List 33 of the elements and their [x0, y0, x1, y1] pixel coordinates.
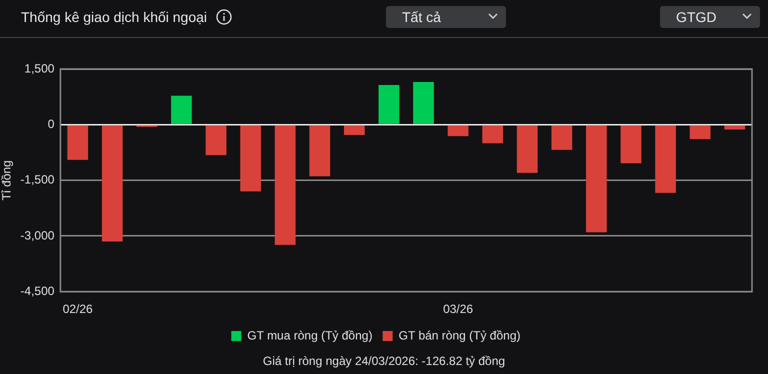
text: Giá trị ròng ngày 24/03/2026: -126.82 tỷ đồng	[262, 354, 506, 368]
bar	[482, 125, 504, 144]
bar	[102, 125, 123, 242]
bar	[171, 96, 192, 124]
bar	[551, 125, 572, 150]
bar	[67, 125, 88, 160]
y-tick-label: -4,500	[20, 284, 55, 298]
bar	[344, 125, 365, 136]
bar	[309, 125, 330, 176]
bar	[274, 125, 296, 245]
x-tick-label: 03/26	[443, 302, 474, 316]
x-tick-label: 02/26	[62, 302, 94, 316]
bar	[586, 125, 607, 232]
dropdown: GTGD	[660, 6, 760, 28]
dropdown: Tất cả	[386, 6, 506, 28]
y-tick-label: 0	[48, 116, 55, 131]
y-tick-label: -1,500	[20, 172, 55, 187]
bar	[240, 125, 261, 192]
bar	[413, 82, 434, 124]
bar	[620, 125, 642, 164]
bar	[448, 125, 468, 136]
bar	[378, 84, 400, 124]
y-axis-title: Tỉ đồng	[0, 160, 14, 200]
bar	[690, 125, 711, 140]
y-tick-label: -3,000	[20, 228, 55, 242]
bar	[655, 125, 676, 193]
bar	[516, 125, 538, 173]
legend-label: GT mua ròng (Tỷ đồng)	[247, 328, 372, 342]
chart-title: Thống kê giao dịch khối ngoại	[21, 9, 208, 25]
bar	[724, 125, 746, 130]
bar	[206, 125, 226, 156]
y-tick-label: 1,500	[24, 61, 55, 76]
legend-label: GT bán ròng (Tỷ đồng)	[398, 328, 521, 342]
